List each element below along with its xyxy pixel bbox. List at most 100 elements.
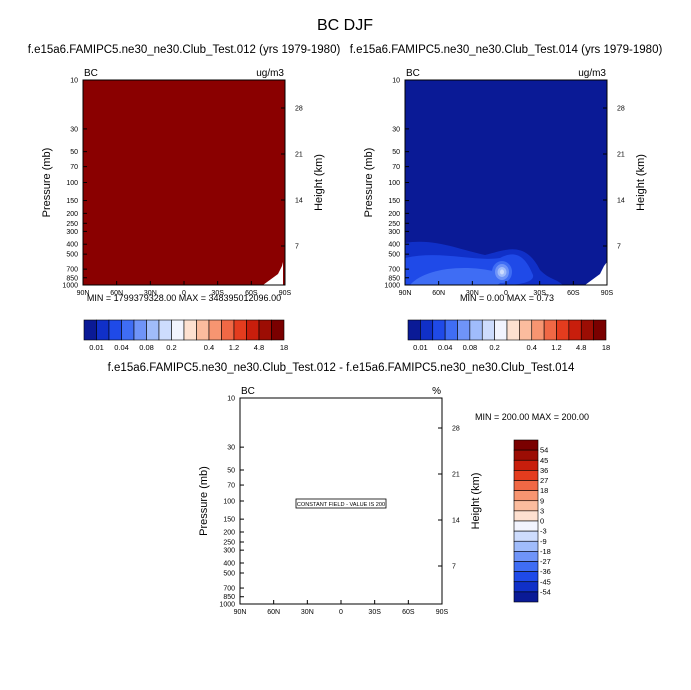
colorbar-label: 0.2: [166, 343, 176, 352]
y-tick-label: 200: [388, 211, 400, 218]
y-tick-label: 200: [223, 530, 235, 537]
y2-tick-label: 14: [617, 198, 625, 205]
x-tick-label: 90N: [77, 290, 90, 297]
y-tick-label: 250: [66, 221, 78, 228]
colorbar-label: 0.04: [114, 343, 129, 352]
panel-3: f.e15a6.FAMIPC5.ne30_ne30.Club_Test.012 …: [108, 362, 589, 616]
colorbar-swatch: [513, 551, 539, 562]
colorbar-label: 36: [540, 466, 548, 475]
x-tick-label: 30N: [144, 290, 157, 297]
panel-title: f.e15a6.FAMIPC5.ne30_ne30.Club_Test.014 …: [350, 44, 663, 56]
colorbar-swatch: [108, 319, 122, 341]
y-tick-label: 150: [223, 517, 235, 524]
colorbar-swatch: [513, 490, 539, 502]
colorbar-swatch: [513, 591, 539, 603]
colorbar-label: 1.2: [229, 343, 239, 352]
y-tick-label: 50: [392, 149, 400, 156]
colorbar: 0.01 0.04 0.08 0.2 0.4 1.2 4.8 18: [407, 319, 610, 352]
y-tick-label: 850: [223, 594, 235, 601]
variable-label: BC: [84, 68, 98, 79]
colorbar-swatch: [183, 319, 197, 341]
field-background: [83, 80, 285, 285]
y-tick-label: 300: [223, 548, 235, 555]
colorbar-label: -3: [540, 527, 547, 536]
y2-tick-label: 14: [295, 198, 303, 205]
y-axis-label: Pressure (mb): [363, 148, 375, 218]
y2-tick-label: 21: [617, 152, 625, 159]
colorbar-swatch: [407, 319, 421, 341]
y-tick-label: 100: [66, 180, 78, 187]
colorbar-swatch: [513, 459, 539, 471]
y-tick-label: 400: [66, 242, 78, 249]
colorbar-swatch: [171, 319, 185, 341]
y2-tick-label: 28: [452, 426, 460, 433]
colorbar-swatch: [96, 319, 110, 341]
colorbar-label: 4.8: [254, 343, 264, 352]
colorbar-label: 9: [540, 496, 544, 505]
y-tick-label: 100: [223, 499, 235, 506]
colorbar-label: 18: [602, 343, 610, 352]
colorbar-swatch: [158, 319, 172, 341]
panel-2: f.e15a6.FAMIPC5.ne30_ne30.Club_Test.014 …: [350, 44, 663, 352]
colorbar-swatch: [531, 319, 545, 341]
x-tick-label: 90N: [399, 290, 412, 297]
min-max-label: MIN = 200.00 MAX = 200.00: [475, 412, 589, 422]
colorbar-swatch: [513, 470, 539, 481]
y2-axis-label: Height (km): [313, 154, 325, 211]
colorbar-swatch: [481, 319, 495, 341]
y-tick-label: 300: [388, 229, 400, 236]
colorbar-label: 0: [540, 517, 544, 526]
colorbar-label: -18: [540, 547, 551, 556]
colorbar-label: -27: [540, 557, 551, 566]
colorbar-swatch: [513, 561, 539, 572]
colorbar-label: 0.4: [204, 343, 214, 352]
y2-tick-label: 7: [617, 244, 621, 251]
y2-tick-label: 7: [295, 244, 299, 251]
min-max-label: MIN = 0.00 MAX = 0.73: [460, 293, 554, 303]
constant-field-box: [295, 498, 387, 509]
constant-field-note: CONSTANT FIELD - VALUE IS 200: [297, 502, 385, 508]
colorbar-label: 0.2: [489, 343, 499, 352]
colorbar-label: 0.01: [89, 343, 104, 352]
colorbar-swatch: [513, 449, 539, 461]
y-tick-label: 70: [392, 164, 400, 171]
x-tick-label: 60N: [110, 290, 123, 297]
y2-tick-label: 14: [452, 518, 460, 525]
y-tick-label: 200: [66, 211, 78, 218]
colorbar-swatch: [513, 520, 539, 532]
panel-title: f.e15a6.FAMIPC5.ne30_ne30.Club_Test.012 …: [108, 362, 575, 374]
figure-title: BC DJF: [317, 17, 373, 34]
y-tick-label: 1000: [219, 602, 235, 609]
colorbar-swatch: [556, 319, 570, 341]
colorbar-label: 4.8: [576, 343, 586, 352]
y-tick-label: 250: [388, 221, 400, 228]
colorbar-label: 45: [540, 456, 548, 465]
y-tick-label: 30: [392, 126, 400, 133]
colorbar-swatch: [221, 319, 235, 341]
y-tick-label: 70: [227, 483, 235, 490]
y-tick-label: 700: [66, 267, 78, 274]
colorbar-swatch: [420, 319, 434, 341]
x-tick-label: 60N: [432, 290, 445, 297]
min-max-label: MIN = 1799379328.00 MAX = 348395012096.0…: [87, 293, 281, 303]
x-tick-label: 60S: [567, 290, 580, 297]
variable-label: BC: [241, 386, 255, 397]
panel-title: f.e15a6.FAMIPC5.ne30_ne30.Club_Test.012 …: [28, 44, 341, 56]
y-tick-label: 10: [227, 396, 235, 403]
colorbar-swatch: [513, 571, 539, 583]
colorbar-label: 27: [540, 476, 548, 485]
y-tick-label: 500: [223, 570, 235, 577]
units-label: ug/m3: [578, 68, 606, 79]
colorbar-swatch: [271, 319, 285, 341]
colorbar-swatch: [146, 319, 160, 341]
y-tick-label: 250: [223, 539, 235, 546]
colorbar: 0.01 0.04 0.08 0.2 0.4 1.2 4.8 18: [83, 319, 288, 352]
y-tick-label: 50: [70, 149, 78, 156]
y-tick-label: 850: [388, 275, 400, 282]
colorbar-swatch: [506, 319, 520, 341]
colorbar-label: 0.04: [438, 343, 453, 352]
y-axis-label: Pressure (mb): [198, 466, 210, 536]
colorbar-label: 0.4: [527, 343, 537, 352]
